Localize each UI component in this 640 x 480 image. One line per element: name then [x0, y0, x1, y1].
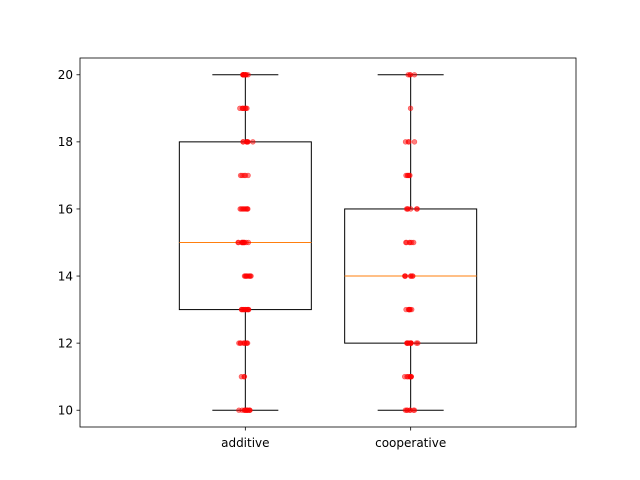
data-point — [405, 139, 411, 145]
boxes — [178, 74, 478, 411]
data-point — [245, 306, 251, 313]
data-point — [413, 340, 420, 346]
data-point — [244, 105, 250, 112]
data-point — [407, 105, 414, 112]
data-point — [245, 139, 251, 145]
data-point — [242, 273, 248, 279]
data-point — [241, 373, 248, 380]
data-point — [248, 273, 254, 279]
data-point — [403, 239, 410, 246]
data-point — [403, 306, 409, 313]
data-point — [237, 340, 243, 346]
data-point — [404, 206, 411, 212]
data-points — [235, 72, 421, 413]
data-point — [243, 72, 250, 78]
data-point — [244, 206, 250, 212]
data-point — [407, 72, 413, 78]
y-tick-label: 16 — [58, 202, 73, 216]
data-point — [243, 340, 250, 346]
data-point — [405, 373, 411, 380]
data-point — [411, 72, 418, 78]
data-point — [238, 206, 244, 212]
plot-area — [79, 57, 577, 428]
y-tick-label: 12 — [58, 336, 73, 350]
data-point — [404, 340, 410, 346]
y-axis: 10 12 14 16 18 20 — [58, 68, 80, 418]
y-tick-label: 14 — [58, 269, 73, 283]
data-point — [414, 206, 420, 212]
x-tick-label-additive: additive — [221, 436, 269, 450]
data-point — [407, 273, 414, 279]
points-cooperative — [401, 72, 421, 413]
data-point — [250, 139, 256, 145]
data-point — [244, 407, 250, 413]
x-tick-label-cooperative: cooperative — [375, 436, 446, 450]
data-point — [242, 172, 249, 179]
data-point — [403, 172, 409, 179]
data-point — [239, 239, 245, 246]
x-axis: additive cooperative — [221, 427, 446, 450]
data-point — [411, 407, 418, 413]
y-tick-label: 20 — [58, 68, 73, 82]
points-additive — [235, 72, 256, 413]
data-point — [240, 139, 246, 145]
data-point — [404, 407, 411, 413]
y-tick-label: 10 — [58, 404, 73, 418]
data-point — [402, 273, 408, 279]
data-point — [410, 239, 417, 246]
y-tick-label: 18 — [58, 135, 73, 149]
data-point — [411, 139, 418, 145]
data-point — [237, 105, 243, 112]
iqr-box — [178, 141, 312, 311]
